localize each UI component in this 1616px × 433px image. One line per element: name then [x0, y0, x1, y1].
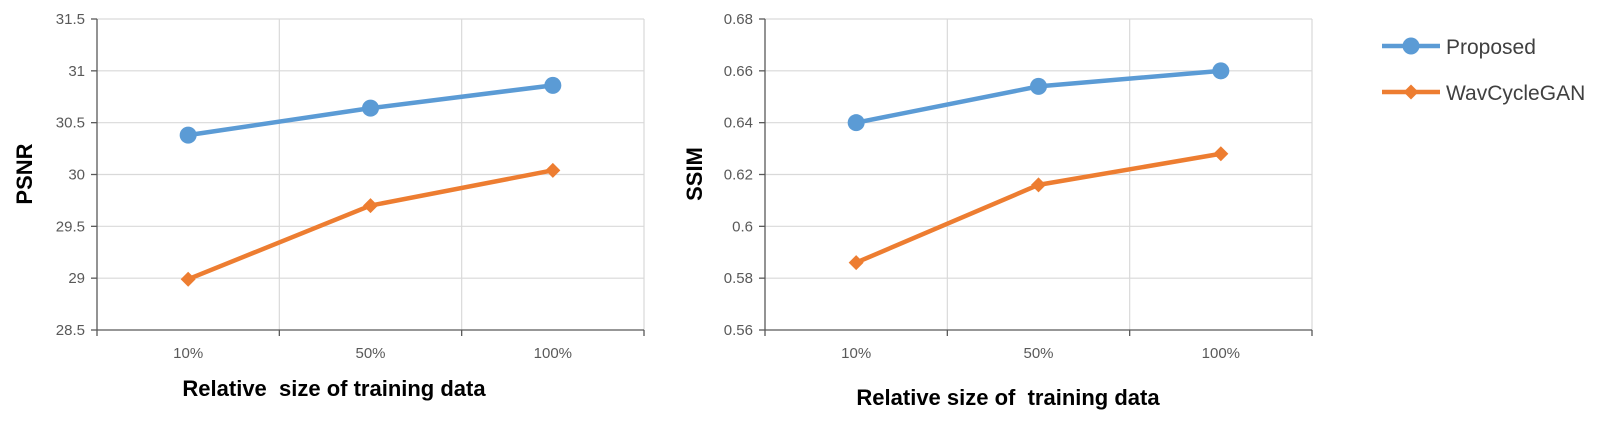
y-tick-label: 0.58	[724, 270, 753, 287]
legend-marker	[1402, 37, 1420, 55]
data-point	[1213, 146, 1229, 162]
data-point	[848, 255, 864, 271]
legend-item-wavcyclegan: WavCycleGAN	[1382, 82, 1585, 105]
ssim-chart: 0.56 0.58 0.6 0.62 0.64 0.66 0.68 10% 50% 100% Rel…	[682, 11, 1313, 410]
data-point	[362, 99, 379, 117]
y-tick-label: 0.62	[724, 167, 753, 184]
data-point	[544, 76, 562, 94]
x-tick-label: 10%	[841, 345, 871, 362]
series-proposed	[179, 76, 562, 144]
legend-label: WavCycleGAN	[1446, 82, 1585, 105]
psnr-chart: 28.5 29 29.5 30 30.5 31 31.5 10% 50% 100% Relative…	[12, 11, 645, 401]
y-tick-label: 0.6	[732, 218, 753, 235]
y-tick-label: 28.5	[56, 322, 85, 339]
legend-label: Proposed	[1446, 36, 1536, 59]
data-point	[1031, 177, 1046, 193]
y-tick-label: 0.68	[724, 11, 753, 28]
x-tick-label: 100%	[534, 345, 572, 362]
y-axis-title: SSIM	[682, 147, 707, 201]
y-tick-label: 29	[68, 270, 85, 287]
series-line	[187, 168, 554, 282]
x-tick-label: 50%	[355, 345, 385, 362]
x-tick-label: 10%	[173, 345, 203, 362]
series-wavcyclegan	[180, 162, 561, 287]
series-proposed	[847, 62, 1230, 132]
y-tick-label: 31.5	[56, 11, 85, 28]
y-tick-label: 30.5	[56, 115, 85, 132]
data-point	[180, 271, 196, 287]
x-tick-label: 100%	[1202, 345, 1240, 362]
data-point	[363, 198, 378, 214]
y-tick-label: 29.5	[56, 218, 85, 235]
legend-item-proposed: Proposed	[1382, 36, 1536, 59]
x-axis-title: Relative size of training data	[856, 385, 1160, 410]
y-axis-title: PSNR	[12, 143, 37, 204]
legend-marker	[1403, 84, 1419, 100]
data-point	[1030, 77, 1047, 95]
data-point	[1212, 62, 1230, 80]
y-tick-label: 0.66	[724, 63, 753, 80]
x-axis-title: Relative size of training data	[182, 376, 486, 401]
series-wavcyclegan	[848, 146, 1229, 271]
data-point	[545, 162, 561, 178]
y-tick-label: 0.56	[724, 322, 753, 339]
x-tick-label: 50%	[1023, 345, 1053, 362]
y-tick-label: 31	[68, 63, 85, 80]
y-tick-label: 30	[68, 167, 85, 184]
data-point	[847, 114, 865, 132]
series-line	[855, 151, 1222, 265]
legend: Proposed WavCycleGAN	[1382, 36, 1585, 105]
data-point	[179, 126, 197, 144]
y-tick-label: 0.64	[724, 115, 753, 132]
